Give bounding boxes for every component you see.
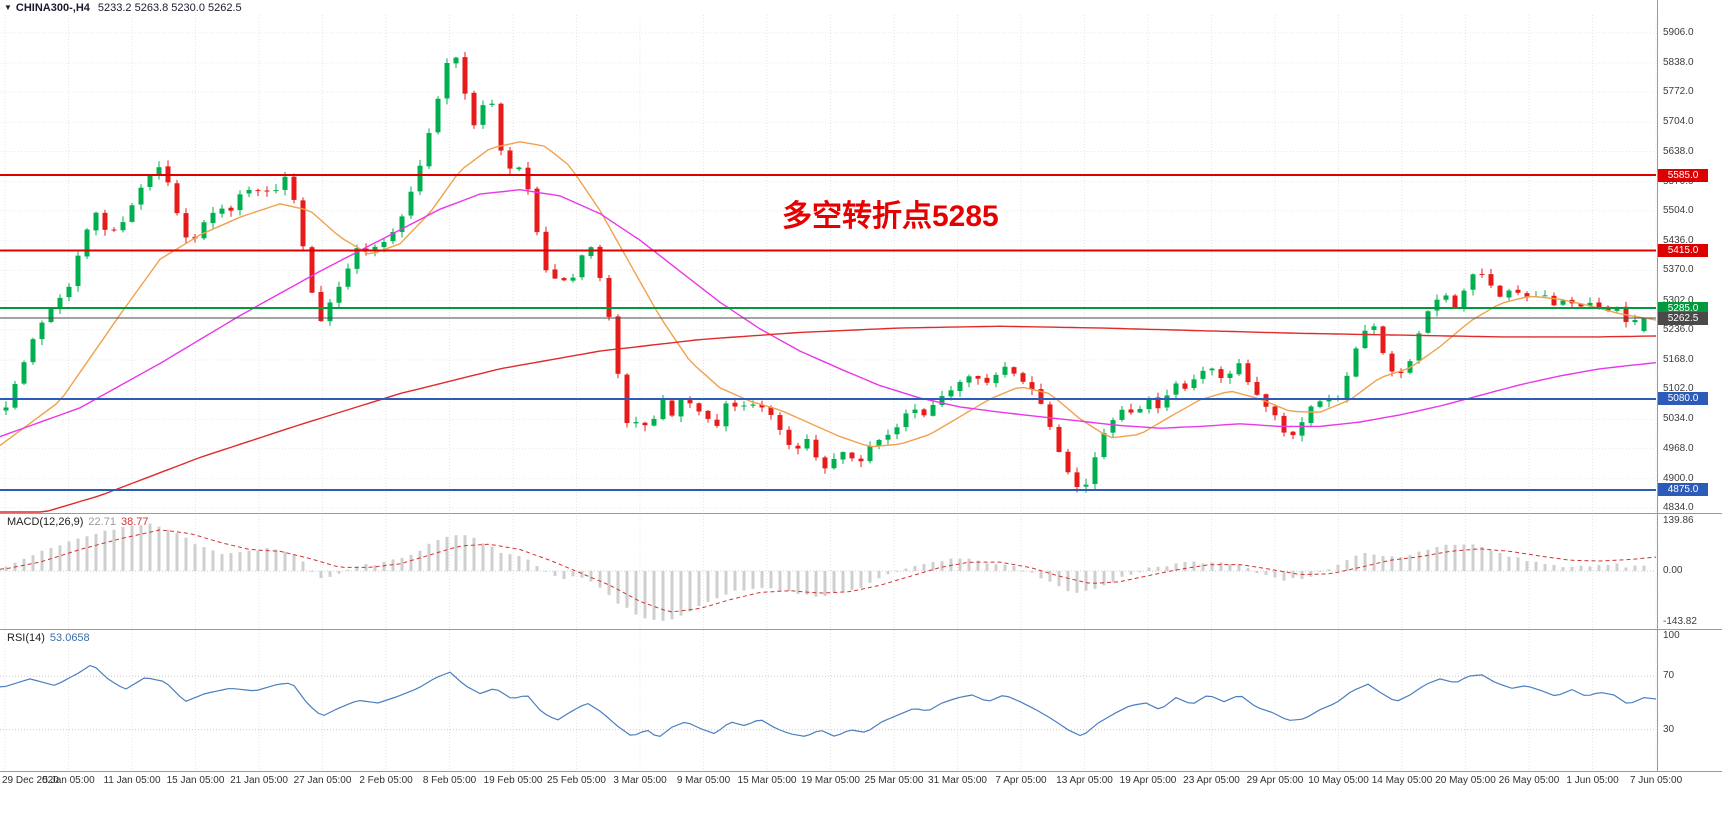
- date-axis-label: 21 Jan 05:00: [230, 775, 288, 786]
- rsi-value: 53.0658: [49, 632, 90, 644]
- date-axis-label: 20 May 05:00: [1435, 775, 1496, 786]
- macd-scale-label: -143.82: [1663, 616, 1697, 628]
- price-tag: 5415.0: [1658, 243, 1708, 257]
- chart-menu-icon[interactable]: ▼: [4, 3, 12, 12]
- date-axis-label: 7 Apr 05:00: [995, 775, 1047, 786]
- ohlc-values: 5233.2 5263.8 5230.0 5262.5: [97, 2, 242, 14]
- price-axis-label: 5436.0: [1663, 235, 1694, 247]
- ma-mid: [0, 188, 1657, 438]
- date-axis-label: 23 Apr 05:00: [1183, 775, 1240, 786]
- date-axis-label: 25 Mar 05:00: [864, 775, 924, 786]
- price-axis-label: 5504.0: [1663, 204, 1694, 216]
- rsi-scale-label: 70: [1663, 670, 1675, 682]
- price-axis-label: 5102.0: [1663, 383, 1694, 395]
- price-axis-label: 5034.0: [1663, 413, 1694, 425]
- price-axis-label: 5704.0: [1663, 116, 1694, 128]
- date-axis-label: 5 Jan 05:00: [42, 775, 95, 786]
- price-axis-label: 4834.0: [1663, 502, 1694, 513]
- price-axis-label: 5638.0: [1663, 145, 1694, 157]
- date-axis-label: 27 Jan 05:00: [293, 775, 352, 786]
- rsi-label-text: RSI(14): [7, 632, 45, 644]
- price-axis-label: 5906.0: [1663, 26, 1694, 38]
- chart-annotation[interactable]: 多空转折点5285: [782, 200, 999, 233]
- date-axis-label: 13 Apr 05:00: [1056, 775, 1113, 786]
- macd-main-value: 22.71: [88, 516, 116, 528]
- price-axis-label: 4968.0: [1663, 442, 1694, 454]
- chart-header: ▼ CHINA300-,H4 5233.2 5263.8 5230.0 5262.5: [4, 2, 242, 14]
- date-axis-label: 11 Jan 05:00: [103, 775, 161, 786]
- date-axis-label: 19 Apr 05:00: [1119, 775, 1177, 786]
- date-axis-label: 29 Apr 05:00: [1246, 775, 1304, 786]
- price-axis-label: 5236.0: [1663, 323, 1694, 335]
- price-axis-label: 5168.0: [1663, 353, 1694, 365]
- price-axis-label: 5772.0: [1663, 86, 1694, 98]
- macd-scale-label: 139.86: [1663, 515, 1694, 526]
- price-axis-label: 5838.0: [1663, 56, 1694, 68]
- price-axis-label: 5370.0: [1663, 264, 1694, 276]
- price-tag: 4875.0: [1658, 483, 1708, 497]
- date-axis-label: 26 May 05:00: [1498, 775, 1560, 786]
- price-axis-label: 4900.0: [1663, 472, 1694, 484]
- symbol-timeframe-label: CHINA300-,H4: [15, 2, 90, 14]
- macd-label-text: MACD(12,26,9): [7, 516, 84, 528]
- price-tag: 5585.0: [1658, 168, 1708, 182]
- date-axis-label: 2 Feb 05:00: [359, 775, 413, 786]
- macd-scale-label: 0.00: [1663, 565, 1683, 576]
- ma-fast: [0, 141, 1657, 448]
- ma-slow: [0, 325, 1657, 513]
- date-axis-label: 10 May 05:00: [1308, 775, 1369, 786]
- date-axis-label: 19 Feb 05:00: [483, 775, 543, 786]
- date-axis-label: 1 Jun 05:00: [1566, 775, 1619, 786]
- price-tag: 5262.5: [1658, 311, 1708, 325]
- rsi-scale-label: 100: [1663, 630, 1680, 641]
- date-axis-label: 15 Mar 05:00: [737, 775, 797, 786]
- date-axis-label: 29 Dec 2020: [2, 775, 59, 786]
- date-axis-label: 19 Mar 05:00: [801, 775, 860, 786]
- rsi-indicator-label: RSI(14) 53.0658: [7, 632, 90, 644]
- price-tag: 5080.0: [1658, 392, 1708, 406]
- macd-indicator-label: MACD(12,26,9) 22.71 38.77: [7, 516, 148, 528]
- rsi-scale-label: 30: [1663, 723, 1675, 735]
- date-axis-label: 7 Jun 05:00: [1629, 775, 1683, 786]
- macd-signal-value: 38.77: [120, 516, 149, 528]
- date-axis-label: 9 Mar 05:00: [676, 775, 731, 786]
- date-axis-label: 25 Feb 05:00: [547, 775, 606, 786]
- price-tag: 5285.0: [1658, 301, 1708, 315]
- date-axis-label: 8 Feb 05:00: [422, 775, 477, 786]
- date-axis-label: 14 May 05:00: [1371, 775, 1433, 786]
- date-axis-label: 3 Mar 05:00: [613, 775, 667, 786]
- date-axis-label: 31 Mar 05:00: [928, 775, 987, 786]
- price-axis-label: 5302.0: [1663, 294, 1694, 306]
- date-axis-label: 15 Jan 05:00: [166, 775, 225, 786]
